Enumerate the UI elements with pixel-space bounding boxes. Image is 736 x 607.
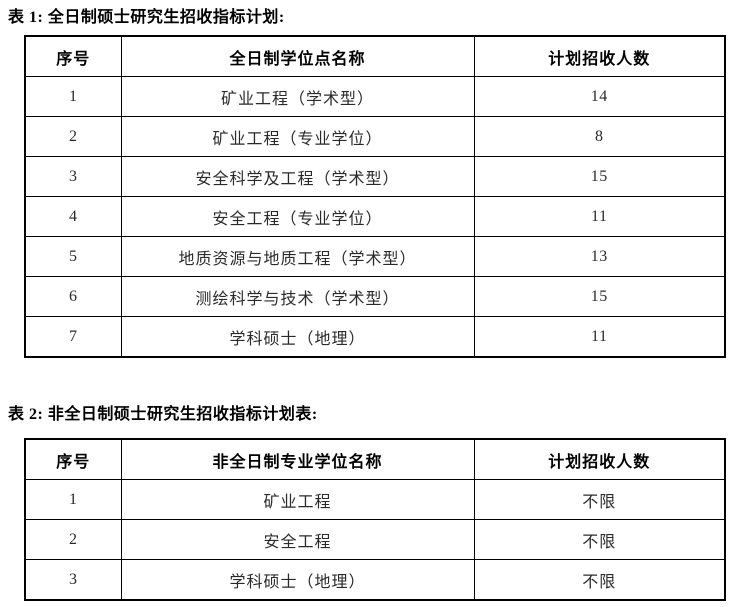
table2-header-index: 序号: [24, 438, 122, 480]
table2-header-degree-name: 非全日制专业学位名称: [120, 438, 475, 480]
table-row: 2 矿业工程（专业学位） 8: [24, 116, 726, 157]
table1-header-degree-name: 全日制学位点名称: [120, 35, 475, 77]
degree-name-cell: 测绘科学与技术（学术型）: [120, 276, 475, 317]
table2-title: 表 2: 非全日制硕士研究生招收指标计划表:: [8, 406, 318, 423]
table1-title: 表 1: 全日制硕士研究生招收指标计划:: [8, 9, 285, 26]
degree-name-cell: 安全工程（专业学位）: [120, 196, 475, 237]
row-index-cell: 3: [24, 559, 122, 601]
degree-name-cell: 学科硕士（地理）: [120, 559, 475, 601]
table1-header-index: 序号: [24, 35, 122, 77]
row-index-cell: 1: [24, 479, 122, 520]
row-index-cell: 2: [24, 116, 122, 157]
quota-cell: 不限: [473, 559, 726, 601]
table1-header-row: 序号 全日制学位点名称 计划招收人数: [24, 35, 726, 77]
row-index-cell: 3: [24, 156, 122, 197]
table2-header-quota: 计划招收人数: [473, 438, 726, 480]
table2-parttime-quota: 序号 非全日制专业学位名称 计划招收人数 1 矿业工程 不限 2 安全工程 不限…: [24, 438, 726, 601]
degree-name-cell: 安全工程: [120, 519, 475, 560]
degree-name-cell: 矿业工程: [120, 479, 475, 520]
degree-name-cell: 矿业工程（专业学位）: [120, 116, 475, 157]
table-row: 1 矿业工程 不限: [24, 479, 726, 520]
row-index-cell: 5: [24, 236, 122, 277]
quota-cell: 14: [473, 76, 726, 117]
table2-header-row: 序号 非全日制专业学位名称 计划招收人数: [24, 438, 726, 480]
quota-cell: 11: [473, 196, 726, 237]
table-row: 6 测绘科学与技术（学术型） 15: [24, 276, 726, 317]
degree-name-cell: 地质资源与地质工程（学术型）: [120, 236, 475, 277]
degree-name-cell: 学科硕士（地理）: [120, 316, 475, 358]
table-row: 4 安全工程（专业学位） 11: [24, 196, 726, 237]
row-index-cell: 2: [24, 519, 122, 560]
quota-cell: 8: [473, 116, 726, 157]
table1-header-quota: 计划招收人数: [473, 35, 726, 77]
degree-name-cell: 安全科学及工程（学术型）: [120, 156, 475, 197]
quota-cell: 15: [473, 156, 726, 197]
quota-cell: 不限: [473, 519, 726, 560]
row-index-cell: 7: [24, 316, 122, 358]
quota-cell: 11: [473, 316, 726, 358]
row-index-cell: 1: [24, 76, 122, 117]
quota-cell: 不限: [473, 479, 726, 520]
table-row: 3 学科硕士（地理） 不限: [24, 559, 726, 601]
table1-fulltime-quota: 序号 全日制学位点名称 计划招收人数 1 矿业工程（学术型） 14 2 矿业工程…: [24, 35, 726, 358]
table-row: 1 矿业工程（学术型） 14: [24, 76, 726, 117]
table-row: 3 安全科学及工程（学术型） 15: [24, 156, 726, 197]
degree-name-cell: 矿业工程（学术型）: [120, 76, 475, 117]
table-row: 2 安全工程 不限: [24, 519, 726, 560]
row-index-cell: 4: [24, 196, 122, 237]
quota-cell: 15: [473, 276, 726, 317]
table-row: 7 学科硕士（地理） 11: [24, 316, 726, 358]
quota-cell: 13: [473, 236, 726, 277]
table-row: 5 地质资源与地质工程（学术型） 13: [24, 236, 726, 277]
row-index-cell: 6: [24, 276, 122, 317]
